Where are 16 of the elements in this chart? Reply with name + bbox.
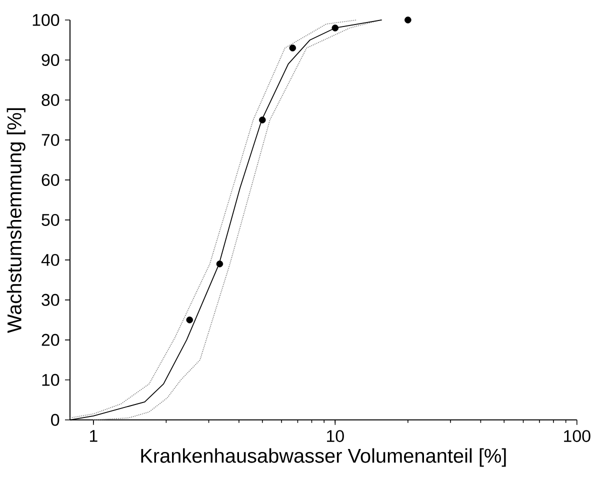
y-axis-title: Wachstumshemmung [%] [6, 108, 26, 334]
y-tick-label: 80 [42, 94, 60, 106]
y-tick-label: 30 [42, 294, 60, 306]
y-tick-label: 10 [42, 374, 60, 386]
x-axis-title: Krankenhausabwasser Volumenanteil [%] [141, 448, 506, 467]
y-tick-label: 50 [42, 214, 60, 226]
y-tick-label: 40 [41, 254, 60, 266]
x-tick-label: 1 [90, 430, 98, 442]
y-tick-label: 20 [42, 334, 60, 346]
y-tick-label: 60 [42, 174, 60, 186]
y-tick-label: 0 [51, 414, 60, 426]
y-tick-label: 90 [42, 54, 60, 66]
y-tick-label: 70 [42, 134, 60, 146]
y-tick-label: 100 [32, 14, 60, 26]
x-tick-label: 100 [564, 430, 590, 442]
x-tick-label: 10 [327, 430, 344, 442]
